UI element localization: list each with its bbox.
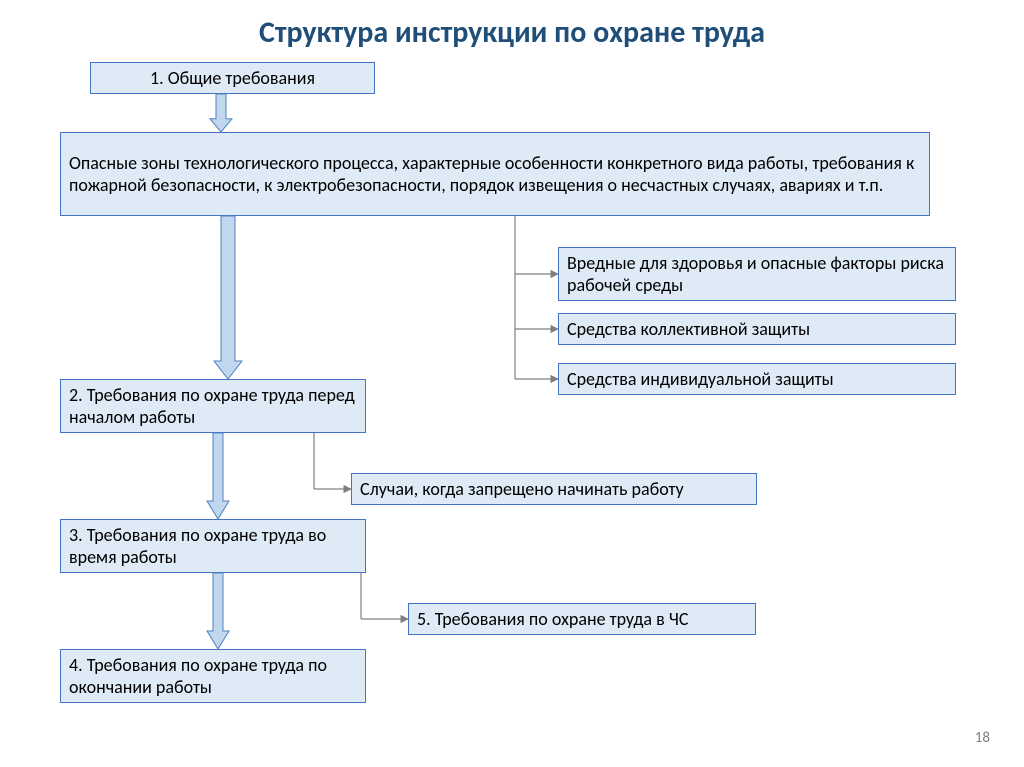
box-general-requirements: 1. Общие требования bbox=[90, 62, 375, 94]
box-after-work: 4. Требования по охране труда по окончан… bbox=[60, 649, 366, 703]
box-description: Опасные зоны технологического процесса, … bbox=[60, 132, 930, 216]
box-harmful-factors: Вредные для здоровья и опасные факторы р… bbox=[558, 247, 956, 301]
box-emergency: 5. Требования по охране труда в ЧС bbox=[408, 603, 756, 635]
arrow-down-icon bbox=[210, 94, 232, 132]
arrow-down-icon bbox=[214, 216, 242, 379]
arrow-down-icon bbox=[207, 433, 229, 519]
box-collective-protection: Средства коллективной защиты bbox=[558, 313, 956, 345]
box-during-work: 3. Требования по охране труда во время р… bbox=[60, 519, 366, 573]
page-number: 18 bbox=[975, 729, 990, 747]
box-forbidden-cases: Случаи, когда запрещено начинать работу bbox=[351, 473, 757, 505]
box-before-work: 2. Требования по охране труда перед нача… bbox=[60, 379, 366, 433]
arrow-down-icon bbox=[207, 573, 229, 649]
page-title: Структура инструкции по охране труда bbox=[0, 14, 1024, 51]
box-individual-protection: Средства индивидуальной защиты bbox=[558, 363, 956, 395]
